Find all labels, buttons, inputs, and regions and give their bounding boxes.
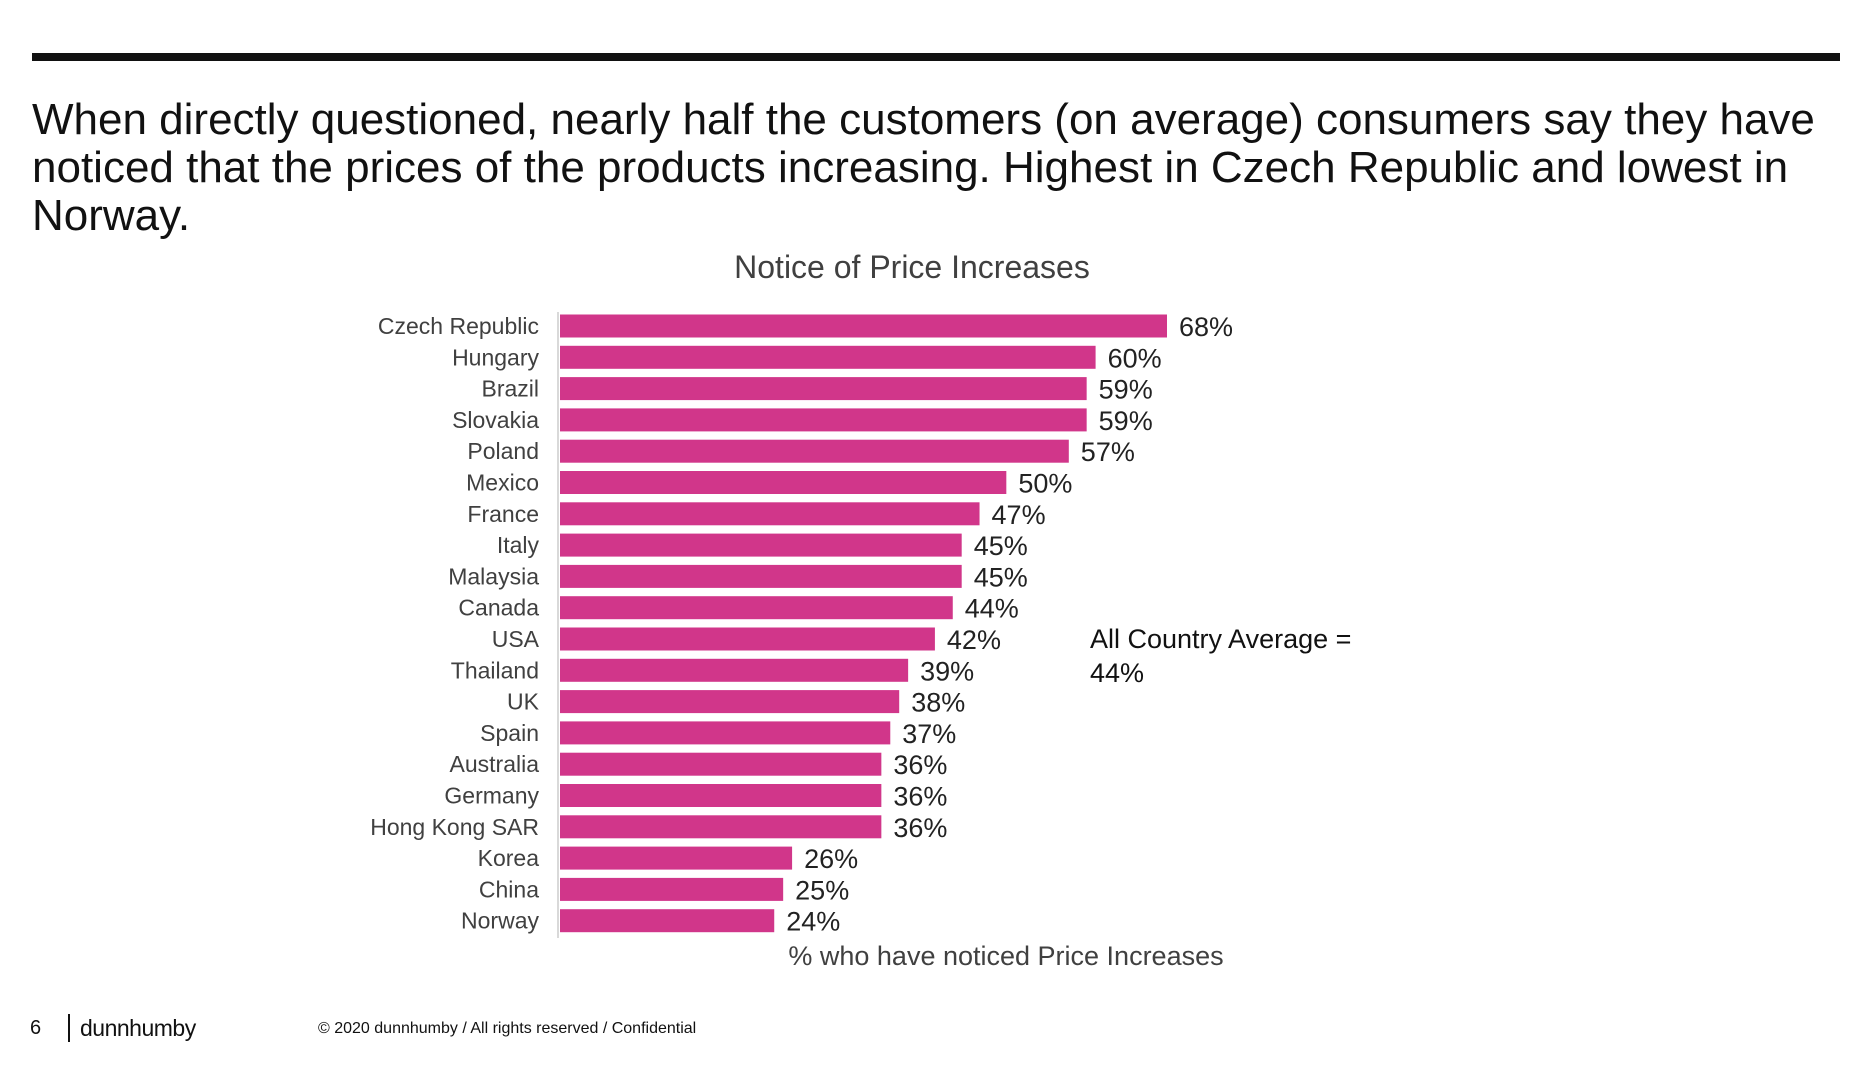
category-label: Malaysia <box>448 563 539 589</box>
bar <box>560 846 793 870</box>
category-label: France <box>467 501 539 527</box>
category-label: Norway <box>461 908 539 934</box>
category-label: UK <box>507 689 540 715</box>
value-label: 36% <box>893 782 947 812</box>
value-label: 68% <box>1179 312 1233 342</box>
value-label: 26% <box>804 844 858 874</box>
category-label: China <box>479 876 539 902</box>
value-label: 24% <box>786 907 840 937</box>
value-label: 36% <box>893 750 947 780</box>
value-label: 60% <box>1108 343 1162 373</box>
category-label: Korea <box>478 845 540 871</box>
category-label: Thailand <box>451 657 539 683</box>
category-label: Brazil <box>481 376 539 402</box>
value-label: 59% <box>1099 406 1153 436</box>
value-label: 37% <box>902 719 956 749</box>
value-label: 36% <box>893 813 947 843</box>
bar <box>560 314 1167 338</box>
bar <box>560 627 935 651</box>
value-label: 45% <box>974 562 1028 592</box>
category-label: Australia <box>450 751 540 777</box>
bar <box>560 596 953 620</box>
brand-logo: dunnhumby <box>80 1015 196 1041</box>
bar <box>560 877 784 901</box>
bar <box>560 439 1069 463</box>
value-label: 47% <box>992 500 1046 530</box>
bar <box>560 564 962 588</box>
value-label: 45% <box>974 531 1028 561</box>
average-note-line-2: 44% <box>1090 658 1145 688</box>
bar <box>560 345 1096 369</box>
category-label: Italy <box>497 532 540 558</box>
value-label: 59% <box>1099 375 1153 405</box>
value-label: 38% <box>911 688 965 718</box>
bar <box>560 377 1087 401</box>
page-number: 6 <box>30 1017 42 1039</box>
category-label: USA <box>492 626 540 652</box>
value-label: 44% <box>965 594 1019 624</box>
value-label: 25% <box>795 875 849 905</box>
category-label: Spain <box>480 720 539 746</box>
bar <box>560 690 900 714</box>
bar <box>560 408 1087 432</box>
bar <box>560 502 980 526</box>
category-label: Hong Kong SAR <box>370 814 539 840</box>
x-axis-label: % who have noticed Price Increases <box>788 941 1223 971</box>
category-label: Canada <box>458 595 539 621</box>
value-label: 42% <box>947 625 1001 655</box>
slide-headline: When directly questioned, nearly half th… <box>32 95 1815 240</box>
value-label: 50% <box>1018 469 1072 499</box>
copyright-notice: © 2020 dunnhumby / All rights reserved /… <box>318 1020 697 1037</box>
bar <box>560 909 775 933</box>
category-label: Germany <box>444 783 539 809</box>
category-label: Czech Republic <box>378 313 539 339</box>
bar <box>560 815 882 839</box>
top-rule <box>32 53 1840 61</box>
bar <box>560 752 882 776</box>
bars-group: Czech Republic 68% Hungary 60% Brazil 59% Slov… <box>370 312 1233 937</box>
category-label: Hungary <box>452 344 539 370</box>
category-label: Poland <box>467 438 539 464</box>
bar <box>560 721 891 745</box>
bar <box>560 784 882 807</box>
category-label: Mexico <box>466 470 539 496</box>
chart-title: Notice of Price Increases <box>734 249 1090 285</box>
bar <box>560 533 962 557</box>
bar <box>560 658 909 682</box>
bar-chart: Notice of Price Increases Czech Republic… <box>370 249 1233 971</box>
category-label: Slovakia <box>452 407 539 433</box>
value-label: 39% <box>920 656 974 686</box>
average-note-line-1: All Country Average = <box>1090 624 1352 654</box>
average-note: All Country Average = 44% <box>1090 622 1410 690</box>
footer-divider <box>68 1014 70 1042</box>
value-label: 57% <box>1081 437 1135 467</box>
bar <box>560 471 1007 494</box>
